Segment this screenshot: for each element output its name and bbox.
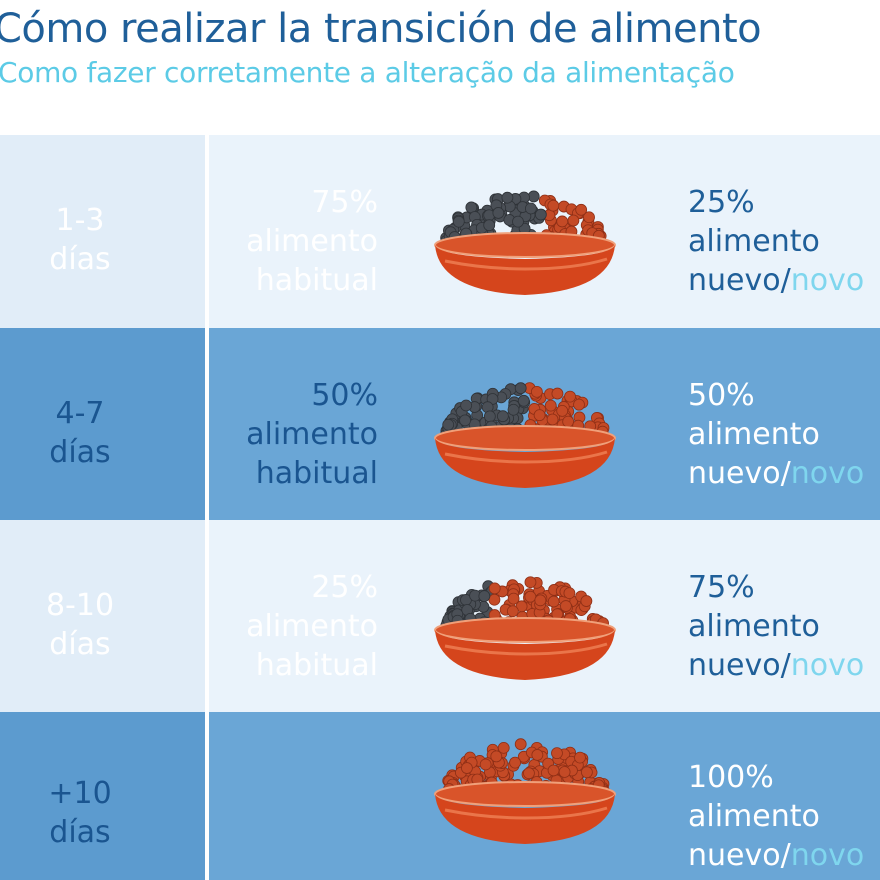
new-food: 25% alimento nuevo/novo [688, 183, 864, 300]
new-word: nuevo/ [688, 838, 791, 873]
days: 8-10 días [0, 586, 160, 664]
days-line: 8-10 [45, 588, 115, 623]
new-word: nuevo/ [688, 456, 791, 491]
left-cell [0, 328, 205, 520]
bowl [434, 738, 616, 844]
new-word-pt: novo [790, 648, 865, 683]
habitual-line: 50% [311, 378, 378, 413]
subtitle: Como fazer corretamente a alteração da a… [0, 56, 735, 89]
habitual-line: habitual [255, 263, 378, 298]
new-word-pt: novo [790, 263, 865, 298]
new-line: nuevo/novo [688, 261, 864, 300]
new-line: alimento [688, 799, 820, 834]
separator [205, 328, 209, 520]
habitual-line: 25% [311, 570, 378, 605]
days: 1-3 días [0, 201, 160, 279]
new-word-pt: novo [790, 838, 865, 873]
habitual-line: alimento [246, 417, 378, 452]
habitual: 75% alimento habitual [246, 183, 378, 300]
new-food: 100% alimento nuevo/novo [688, 758, 864, 875]
new-line: nuevo/novo [688, 454, 864, 493]
days-line: días [49, 242, 111, 277]
habitual: 50% alimento habitual [246, 376, 378, 493]
days-line: días [49, 815, 111, 850]
left-cell [0, 712, 205, 880]
new-line: 75% [688, 570, 755, 605]
days-line: días [49, 627, 111, 662]
new-word: nuevo/ [688, 263, 791, 298]
new-food: 75% alimento nuevo/novo [688, 568, 864, 685]
days: 4-7 días [0, 394, 160, 472]
separator [205, 135, 209, 328]
habitual: 25% alimento habitual [246, 568, 378, 685]
habitual-line: alimento [246, 224, 378, 259]
table-row: 1-3 días 75% alimento habitual 25% alimento nue… [0, 135, 880, 328]
new-line: 100% [688, 760, 774, 795]
table-row: +10 días 100% alimento nuevo/novo [0, 712, 880, 880]
new-word-pt: novo [790, 456, 865, 491]
table-row: 8-10 días 25% alimento habitual 75% alimento nu… [0, 520, 880, 712]
habitual-line: habitual [255, 456, 378, 491]
bowl [434, 576, 616, 680]
new-line: nuevo/novo [688, 646, 864, 685]
days-line: 1-3 [55, 203, 105, 238]
days-line: +10 [48, 776, 112, 811]
left-cell [0, 520, 205, 712]
new-line: 25% [688, 185, 755, 220]
bowl [434, 382, 616, 488]
new-food: 50% alimento nuevo/novo [688, 376, 864, 493]
separator [205, 520, 209, 712]
new-line: alimento [688, 224, 820, 259]
days-line: 4-7 [55, 396, 105, 431]
habitual-line: alimento [246, 609, 378, 644]
bowl [434, 190, 616, 295]
new-line: alimento [688, 417, 820, 452]
left-cell [0, 135, 205, 328]
days-line: días [49, 435, 111, 470]
table-row: 4-7 días 50% alimento habitual 50% alimento nue… [0, 328, 880, 520]
new-word: nuevo/ [688, 648, 791, 683]
separator [205, 712, 209, 880]
habitual-line: 75% [311, 185, 378, 220]
days: +10 días [0, 774, 160, 852]
new-line: alimento [688, 609, 820, 644]
new-line: nuevo/novo [688, 836, 864, 875]
title: Cómo realizar la transición de alimento [0, 6, 762, 52]
new-line: 50% [688, 378, 755, 413]
habitual-line: habitual [255, 648, 378, 683]
